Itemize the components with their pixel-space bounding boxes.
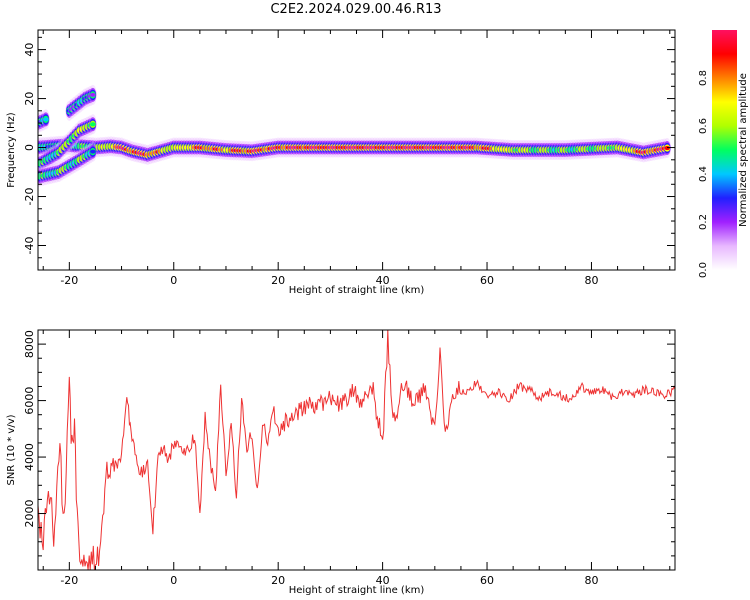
x-axis-label: Height of straight line (km) (289, 585, 425, 596)
y-tick-label: 0 (23, 144, 36, 151)
colorbar-label: Normalized spectral amplitude (738, 73, 749, 227)
y-axis-label: SNR (10 * v/v) (6, 414, 17, 485)
x-tick-label: 60 (480, 274, 494, 287)
snr-series-line (38, 330, 675, 570)
y-tick-label: 8000 (23, 330, 36, 358)
branch-left-patch-cell-core (43, 117, 49, 122)
x-tick-label: 20 (271, 574, 285, 587)
x-tick-label: 20 (271, 274, 285, 287)
snr-frame (37, 329, 676, 571)
x-tick-label: -20 (60, 574, 78, 587)
colorbar: 0.0 0.2 0.4 0.6 0.8 Normalized spectral ampli… (698, 30, 749, 278)
x-tick-label: 60 (480, 574, 494, 587)
spectrogram-area (38, 84, 672, 187)
x-tick-label: 40 (376, 274, 390, 287)
colorbar-gradient (712, 30, 737, 270)
x-tick-label: 80 (584, 574, 598, 587)
x-axis-label: Height of straight line (km) (289, 285, 425, 296)
x-tick-label: 80 (584, 274, 598, 287)
x-tick-label: 40 (376, 574, 390, 587)
y-axis-label: Frequency (Hz) (6, 112, 17, 188)
y-tick-label: 6000 (23, 387, 36, 415)
branch-upper-cell-core (90, 122, 96, 127)
colorbar-tick-label: 0.6 (698, 118, 709, 134)
snr-panel: -20 0 20 40 60 80 2000 4000 6000 8000 Height of st… (6, 329, 676, 596)
branch-lower-cell-core (90, 149, 96, 154)
y-tick-label: 20 (23, 92, 36, 106)
y-tick-label: 4000 (23, 443, 36, 471)
colorbar-tick-label: 0.4 (698, 166, 709, 182)
colorbar-tick-label: 0.0 (698, 262, 709, 278)
y-tick-label: -40 (23, 237, 36, 255)
x-tick-label: 0 (170, 274, 177, 287)
colorbar-tick-label: 0.2 (698, 214, 709, 230)
y-tick-label: -20 (23, 188, 36, 206)
y-tick-label: 40 (23, 43, 36, 57)
branch-upper-faint-cell-core (90, 92, 96, 97)
y-tick-label: 2000 (23, 500, 36, 528)
colorbar-tick-label: 0.8 (698, 70, 709, 86)
figure-title: C2E2.2024.029.00.46.R13 (270, 2, 442, 17)
x-tick-label: 0 (170, 574, 177, 587)
x-tick-label: -20 (60, 274, 78, 287)
